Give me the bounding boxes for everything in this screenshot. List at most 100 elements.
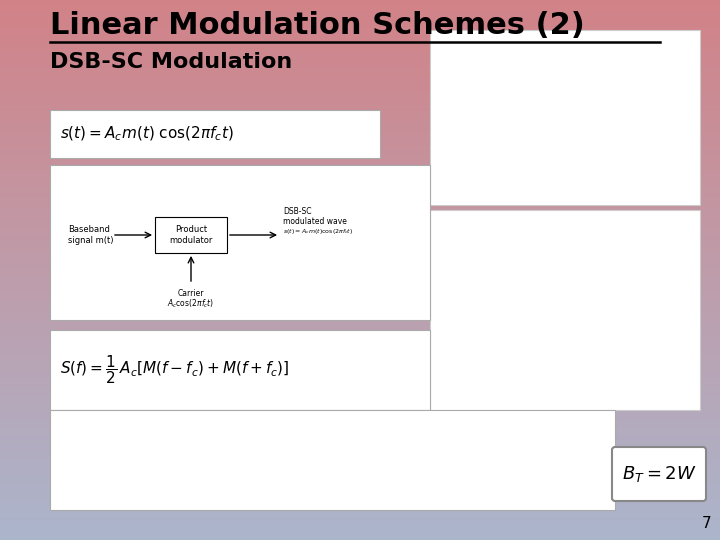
Bar — [0, 265, 720, 267]
Bar — [0, 483, 720, 486]
Bar — [0, 38, 720, 40]
Bar — [0, 127, 720, 130]
Bar — [0, 327, 720, 329]
Bar — [0, 108, 720, 111]
Text: t: t — [687, 306, 690, 315]
Bar — [0, 105, 720, 108]
Bar — [0, 400, 720, 402]
Bar — [0, 394, 720, 397]
Bar — [0, 505, 720, 508]
Bar — [0, 59, 720, 62]
Text: $B_T = 2W$: $B_T = 2W$ — [622, 464, 696, 484]
Bar — [0, 62, 720, 65]
Text: M(f): M(f) — [156, 421, 174, 430]
Bar — [0, 316, 720, 319]
Bar — [0, 281, 720, 284]
Bar — [0, 51, 720, 54]
Bar — [0, 140, 720, 143]
Bar — [0, 8, 720, 11]
FancyBboxPatch shape — [612, 447, 706, 501]
Bar — [0, 194, 720, 197]
Bar — [0, 68, 720, 70]
Bar — [0, 389, 720, 392]
Bar — [0, 138, 720, 140]
Text: $f_c$: $f_c$ — [480, 488, 487, 500]
Bar — [0, 273, 720, 275]
Text: 0: 0 — [150, 495, 156, 504]
Bar — [0, 451, 720, 454]
Bar — [0, 464, 720, 467]
Bar — [0, 308, 720, 310]
Bar — [0, 413, 720, 416]
Bar — [0, 132, 720, 135]
Bar — [0, 297, 720, 300]
Bar — [0, 262, 720, 265]
Text: Carrier: Carrier — [178, 289, 204, 298]
Bar — [0, 32, 720, 35]
Bar — [0, 73, 720, 76]
Bar — [0, 292, 720, 294]
Bar — [0, 100, 720, 103]
Bar — [430, 30, 700, 205]
Bar — [0, 94, 720, 97]
Bar — [0, 427, 720, 429]
Bar — [0, 526, 720, 529]
Bar — [0, 167, 720, 170]
Bar — [0, 92, 720, 94]
Bar — [0, 478, 720, 481]
Text: 7: 7 — [702, 516, 712, 531]
Bar — [0, 524, 720, 526]
Text: DSB-SC Modulation: DSB-SC Modulation — [50, 52, 292, 72]
Text: $\frac{1}{2}A_c M(0)$: $\frac{1}{2}A_c M(0)$ — [276, 437, 307, 454]
Bar — [0, 211, 720, 213]
Bar — [0, 27, 720, 30]
Bar — [0, 335, 720, 338]
Bar — [0, 22, 720, 24]
Text: Product
modulator: Product modulator — [169, 225, 212, 245]
Bar — [0, 122, 720, 124]
Bar — [0, 340, 720, 343]
Bar — [0, 284, 720, 286]
Bar — [0, 305, 720, 308]
Bar — [0, 329, 720, 332]
Bar — [0, 378, 720, 381]
Bar — [0, 513, 720, 516]
FancyBboxPatch shape — [50, 165, 430, 320]
Bar — [0, 11, 720, 14]
Bar — [0, 356, 720, 359]
Bar — [0, 424, 720, 427]
Bar — [0, 486, 720, 489]
Bar — [0, 251, 720, 254]
Bar — [0, 119, 720, 122]
Bar — [0, 321, 720, 324]
Bar — [0, 429, 720, 432]
Text: W: W — [188, 495, 196, 504]
Bar — [0, 502, 720, 505]
Bar — [0, 402, 720, 405]
Bar — [0, 146, 720, 148]
Bar — [0, 348, 720, 351]
Bar — [0, 332, 720, 335]
Bar — [0, 529, 720, 532]
Bar — [0, 86, 720, 89]
Bar — [0, 456, 720, 459]
Text: -W: -W — [109, 495, 120, 504]
Text: M(0): M(0) — [144, 426, 162, 435]
Bar — [0, 459, 720, 462]
Bar — [0, 213, 720, 216]
Bar — [0, 197, 720, 200]
Text: $A_c\cos(2\pi f_c t)$: $A_c\cos(2\pi f_c t)$ — [167, 298, 215, 310]
Bar — [0, 57, 720, 59]
Text: t: t — [687, 101, 690, 110]
Bar — [0, 267, 720, 270]
Text: Linear Modulation Schemes (2): Linear Modulation Schemes (2) — [50, 11, 585, 40]
Bar — [0, 448, 720, 451]
Bar — [0, 173, 720, 176]
Bar — [0, 235, 720, 238]
Bar — [0, 286, 720, 289]
Bar — [0, 248, 720, 251]
Bar — [0, 408, 720, 410]
Bar — [0, 40, 720, 43]
Text: 2W: 2W — [371, 500, 383, 509]
FancyBboxPatch shape — [50, 330, 430, 410]
